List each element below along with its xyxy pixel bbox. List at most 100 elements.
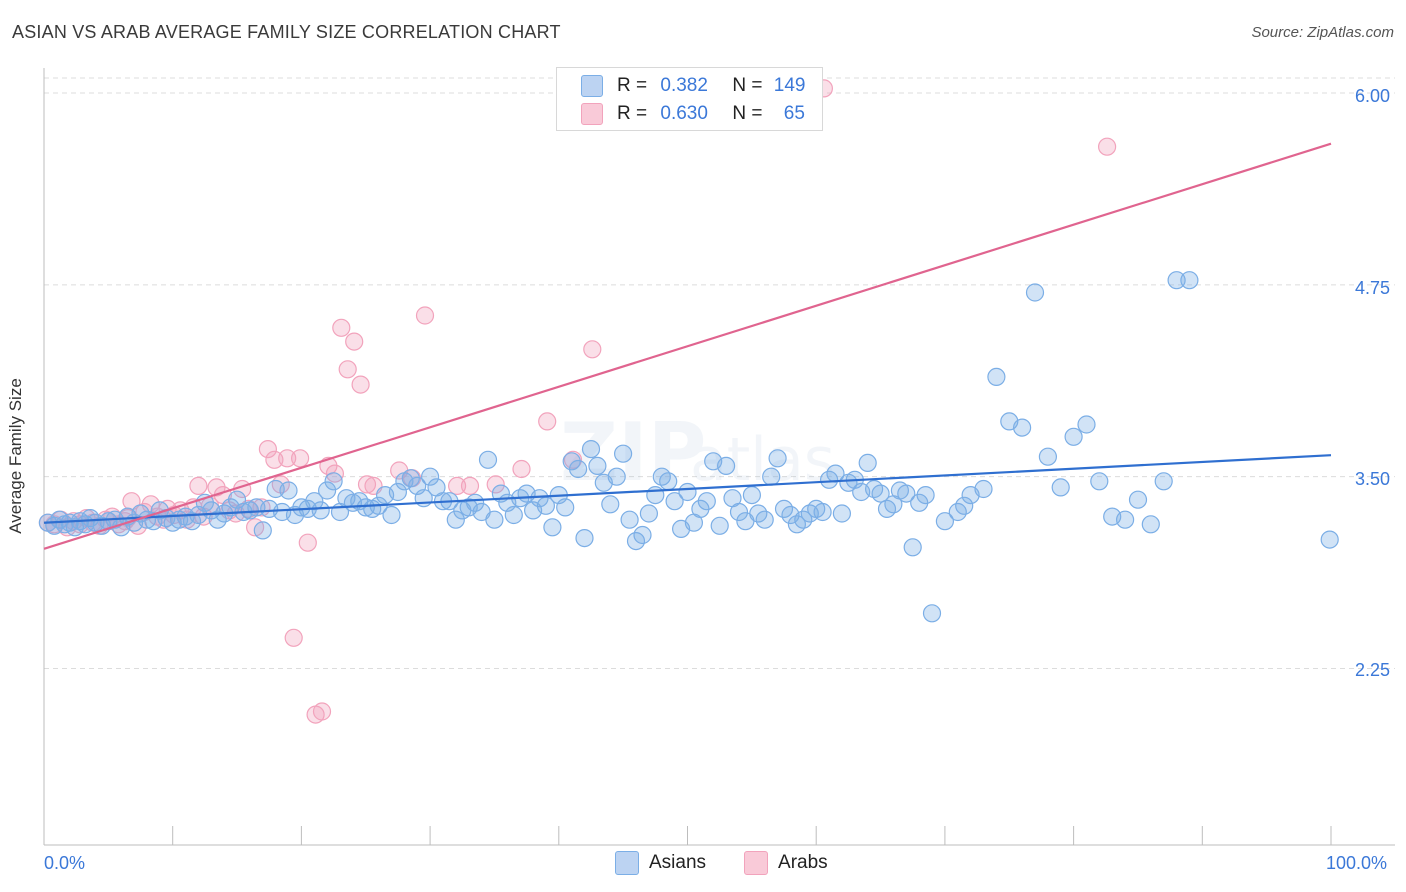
asians-data-point (710, 516, 729, 535)
arabs-data-point (1097, 137, 1117, 156)
asians-data-point (601, 495, 620, 514)
legend-row-asians: R = 0.382 N = 149 (581, 74, 805, 98)
asians-points (38, 271, 1339, 623)
asians-data-point (568, 459, 588, 479)
arabs-data-point (325, 464, 344, 483)
asians-swatch (615, 851, 639, 875)
arabs-data-point (189, 476, 208, 495)
arabs-swatch (581, 103, 603, 125)
asians-data-point (588, 456, 607, 475)
arabs-data-point (345, 332, 364, 351)
arabs-data-point (538, 412, 557, 431)
r-label: R = (617, 75, 648, 96)
asians-data-point (646, 486, 665, 505)
y-tick-label: 6.00 (1355, 86, 1391, 106)
chart-title: ASIAN VS ARAB AVERAGE FAMILY SIZE CORREL… (12, 22, 561, 42)
asians-n-value: 149 (773, 75, 806, 96)
correlation-legend: R = 0.382 N = 149 R = 0.630 N = 65 (556, 67, 823, 131)
asians-data-point (659, 472, 678, 491)
asians-data-point (1051, 478, 1070, 497)
arabs-data-point (332, 318, 351, 337)
arabs-trendline (43, 142, 1332, 550)
asians-data-point (478, 450, 498, 469)
asians-data-point (768, 449, 787, 468)
arabs-data-point (486, 475, 505, 494)
asians-data-point (897, 484, 916, 503)
asians-data-point (652, 467, 671, 486)
asians-data-point (633, 525, 652, 545)
asians-data-point (1012, 418, 1032, 437)
asians-data-point (446, 510, 465, 529)
asians-data-point (613, 444, 633, 463)
asians-data-point (1141, 515, 1160, 534)
grid-lines (44, 77, 1395, 670)
asians-data-point (729, 502, 749, 522)
asians-data-point (504, 505, 523, 525)
arabs-points (38, 79, 1117, 724)
asians-data-point (678, 482, 697, 502)
asians-data-point (858, 453, 877, 472)
arabs-data-point (448, 476, 467, 495)
asians-data-point (485, 510, 504, 529)
asians-data-point (1064, 427, 1083, 446)
asians-data-point (877, 499, 897, 518)
asians-data-point (787, 515, 807, 534)
zipatlas-watermark: ZIP atlas (560, 406, 835, 499)
asians-data-point (716, 456, 736, 475)
asians-data-point (1090, 472, 1109, 491)
y-axis-label: Average Family Size (6, 378, 25, 534)
asians-data-point (742, 486, 762, 505)
arabs-swatch (744, 851, 769, 875)
asians-data-point (1154, 472, 1173, 491)
asians-data-point (974, 479, 993, 499)
asians-data-point (903, 538, 922, 557)
arabs-r-value: 0.630 (660, 103, 708, 124)
asians-data-point (922, 604, 942, 623)
arabs-data-point (583, 340, 602, 359)
arabs-data-point (122, 492, 141, 511)
arabs-data-point (298, 533, 317, 552)
asians-data-point (305, 492, 324, 511)
trendlines (43, 142, 1332, 550)
asians-data-point (466, 493, 485, 512)
asians-data-point (421, 467, 440, 486)
asians-trendline (43, 454, 1332, 524)
asians-data-point (639, 504, 659, 523)
x-axis-min-label: 0.0% (44, 853, 86, 873)
y-tick-label: 3.50 (1355, 469, 1391, 489)
asians-data-point (1077, 415, 1096, 434)
asians-data-point (987, 367, 1006, 386)
legend-item-asians[interactable]: Asians (615, 851, 706, 875)
asians-data-point (832, 504, 852, 523)
arabs-label: Arabs (778, 852, 828, 873)
asians-data-point (607, 467, 626, 486)
asians-data-point (1038, 447, 1058, 466)
asians-data-point (871, 484, 890, 503)
asians-data-point (382, 505, 401, 525)
y-tick-label: 2.25 (1355, 660, 1391, 680)
asians-data-point (697, 492, 716, 511)
asians-data-point (755, 510, 774, 529)
arabs-data-point (351, 375, 370, 394)
asians-data-point (762, 467, 781, 486)
arabs-data-point (258, 440, 277, 459)
n-label: N = (732, 103, 763, 124)
r-label: R = (617, 103, 648, 124)
svg-text:ZIP: ZIP (560, 406, 706, 499)
asians-data-point (575, 528, 594, 548)
arabs-n-value: 65 (783, 103, 805, 124)
arabs-data-point (291, 449, 310, 468)
x-axis-max-label: 100.0% (1326, 853, 1388, 873)
chart-source: Source: ZipAtlas.com (1251, 24, 1394, 41)
asians-data-point (1128, 490, 1148, 509)
asians-data-point (318, 481, 337, 500)
n-label: N = (732, 75, 763, 96)
legend-item-arabs[interactable]: Arabs (744, 851, 828, 875)
arabs-data-point (357, 475, 377, 494)
asians-swatch (581, 75, 603, 97)
arabs-data-point (512, 459, 531, 479)
arabs-data-point (338, 360, 357, 379)
arabs-data-point (278, 449, 297, 468)
asians-data-point (916, 486, 935, 505)
